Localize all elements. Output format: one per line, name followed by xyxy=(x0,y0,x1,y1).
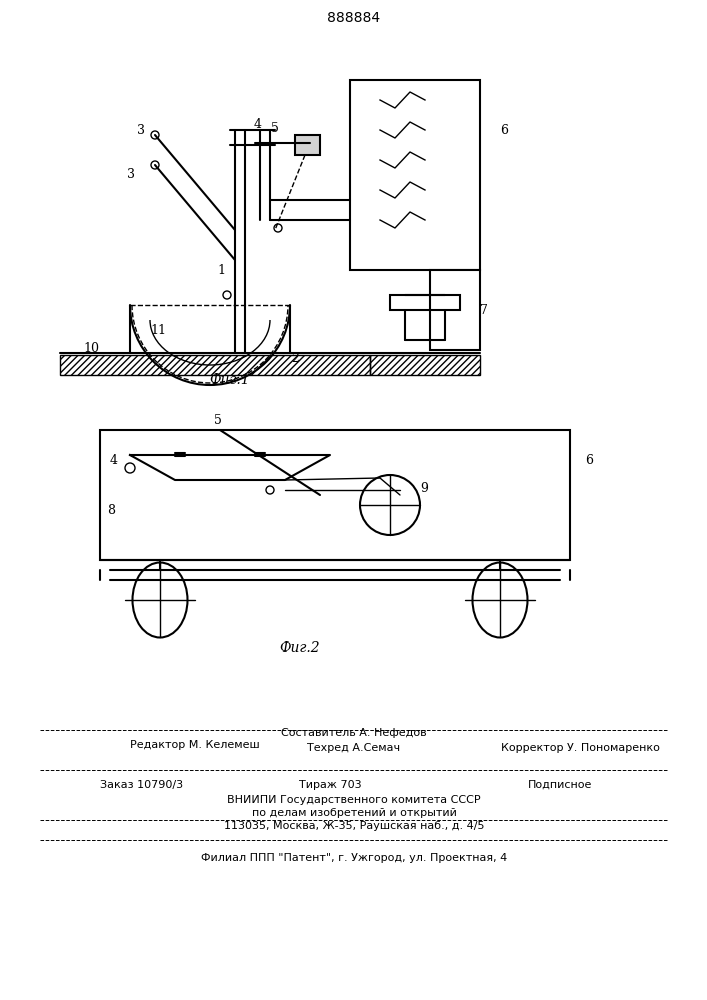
Circle shape xyxy=(266,486,274,494)
Text: Редактор М. Келемеш: Редактор М. Келемеш xyxy=(130,740,259,750)
Circle shape xyxy=(125,463,135,473)
Bar xyxy=(430,270,480,350)
Circle shape xyxy=(223,291,231,299)
Bar xyxy=(390,295,460,310)
Text: Подписное: Подписное xyxy=(528,780,592,790)
Text: 5: 5 xyxy=(271,121,279,134)
Text: Филиал ППП "Патент", г. Ужгород, ул. Проектная, 4: Филиал ППП "Патент", г. Ужгород, ул. Про… xyxy=(201,853,507,863)
Text: 6: 6 xyxy=(500,123,508,136)
Text: ВНИИПИ Государственного комитета СССР: ВНИИПИ Государственного комитета СССР xyxy=(227,795,481,805)
Bar xyxy=(370,355,480,375)
Bar xyxy=(60,355,370,375)
Text: 2: 2 xyxy=(291,352,299,364)
Text: Тираж 703: Тираж 703 xyxy=(298,780,361,790)
Text: 10: 10 xyxy=(83,342,99,355)
Text: 3: 3 xyxy=(127,168,135,182)
Text: 4: 4 xyxy=(110,454,118,466)
Bar xyxy=(295,135,320,155)
Text: 7: 7 xyxy=(480,304,488,316)
Text: 11: 11 xyxy=(150,324,166,336)
Bar xyxy=(100,430,570,560)
Text: Фиг.2: Фиг.2 xyxy=(280,641,320,655)
Text: Заказ 10790/3: Заказ 10790/3 xyxy=(100,780,183,790)
Circle shape xyxy=(151,161,159,169)
Ellipse shape xyxy=(132,562,187,638)
Text: 113035, Москва, Ж-35, Раушская наб., д. 4/5: 113035, Москва, Ж-35, Раушская наб., д. … xyxy=(223,821,484,831)
Text: 6: 6 xyxy=(585,454,593,466)
Text: 5: 5 xyxy=(214,414,222,426)
Text: Техред А.Семач: Техред А.Семач xyxy=(308,743,401,753)
Ellipse shape xyxy=(472,562,527,638)
Text: 888884: 888884 xyxy=(327,11,380,25)
Bar xyxy=(350,80,480,270)
Text: Составитель А. Нефедов: Составитель А. Нефедов xyxy=(281,728,427,738)
Text: по делам изобретений и открытий: по делам изобретений и открытий xyxy=(252,808,457,818)
Circle shape xyxy=(274,224,282,232)
Text: Фиг.1: Фиг.1 xyxy=(210,373,250,387)
Text: 1: 1 xyxy=(217,263,225,276)
Text: 8: 8 xyxy=(107,504,115,516)
Text: 9: 9 xyxy=(420,482,428,494)
Text: 4: 4 xyxy=(254,118,262,131)
Text: 3: 3 xyxy=(137,123,145,136)
Circle shape xyxy=(151,131,159,139)
Text: Корректор У. Пономаренко: Корректор У. Пономаренко xyxy=(501,743,660,753)
